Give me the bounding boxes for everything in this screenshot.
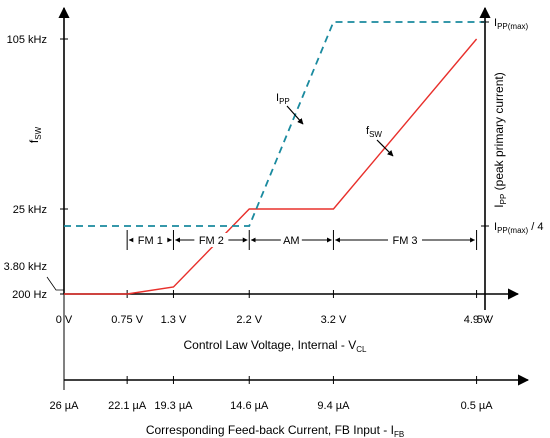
mode-label: AM bbox=[283, 235, 300, 247]
x-secondary-label: Corresponding Feed-back Current, FB Inpu… bbox=[146, 423, 404, 438]
y-right-label: IPP (peak primary current) bbox=[492, 72, 508, 207]
mode-label-bg bbox=[388, 233, 423, 247]
x2-tick-label: 14.6 µA bbox=[230, 400, 269, 412]
mode-label-bg bbox=[194, 233, 229, 247]
mode-markers: FM 1 FM 2 AM FM 3 bbox=[126, 230, 478, 250]
y-left-label: fSW bbox=[27, 126, 43, 143]
x-tick-label: 3.2 V bbox=[321, 314, 347, 326]
fsw-line bbox=[64, 38, 478, 295]
fsw-pointer-arrow bbox=[376, 139, 394, 157]
y-left-ticks: 200 Hz 3.80 kHz 25 kHz 105 kHz bbox=[4, 34, 68, 301]
mode-label-bg bbox=[133, 233, 168, 247]
x-primary-label: Control Law Voltage, Internal - VCL bbox=[184, 338, 368, 354]
mode-label: FM 2 bbox=[199, 235, 224, 247]
x-tick-label: 0.75 V bbox=[111, 314, 143, 326]
mode-label: FM 3 bbox=[392, 235, 417, 247]
fsw-series-label: fSW bbox=[366, 125, 382, 139]
ipp-max-label: IPP(max) bbox=[494, 17, 529, 31]
x2-tick-label: 26 µA bbox=[50, 400, 80, 412]
x2-tick-label: 9.4 µA bbox=[317, 400, 350, 412]
y-tick-leader bbox=[46, 276, 64, 291]
ipp-line bbox=[64, 21, 485, 227]
x-tick-label: 2.2 V bbox=[236, 314, 262, 326]
x2-tick-label: 0.5 µA bbox=[461, 400, 494, 412]
y-tick-label: 3.80 kHz bbox=[4, 261, 47, 273]
y-tick-label: 25 kHz bbox=[13, 204, 47, 216]
series-lines bbox=[64, 21, 485, 295]
x-tick-label: 1.3 V bbox=[161, 314, 187, 326]
y-tick-label: 200 Hz bbox=[12, 289, 47, 301]
mode-label-bg bbox=[280, 233, 302, 247]
x-secondary-ticks: 26 µA 22.1 µA 19.3 µA 14.6 µA 9.4 µA 0.5 µA bbox=[50, 376, 494, 412]
mode-label: FM 1 bbox=[138, 235, 163, 247]
ipp-quarter-label: IPP(max) / 4 bbox=[494, 221, 543, 235]
y-tick-label: 105 kHz bbox=[7, 34, 47, 46]
x-primary-ticks: 0 V 0.75 V 1.3 V 2.2 V 3.2 V 4.9 V5 V bbox=[56, 290, 494, 326]
x-tick-label: 0 V bbox=[56, 314, 73, 326]
x2-tick-label: 22.1 µA bbox=[108, 400, 147, 412]
ipp-pointer-arrow bbox=[286, 105, 304, 125]
x-tick-label: 4.9 V bbox=[464, 314, 490, 326]
x-tick-label: 5 V bbox=[477, 314, 494, 326]
x2-tick-label: 19.3 µA bbox=[154, 400, 193, 412]
ipp-series-label: IPP bbox=[276, 92, 290, 106]
